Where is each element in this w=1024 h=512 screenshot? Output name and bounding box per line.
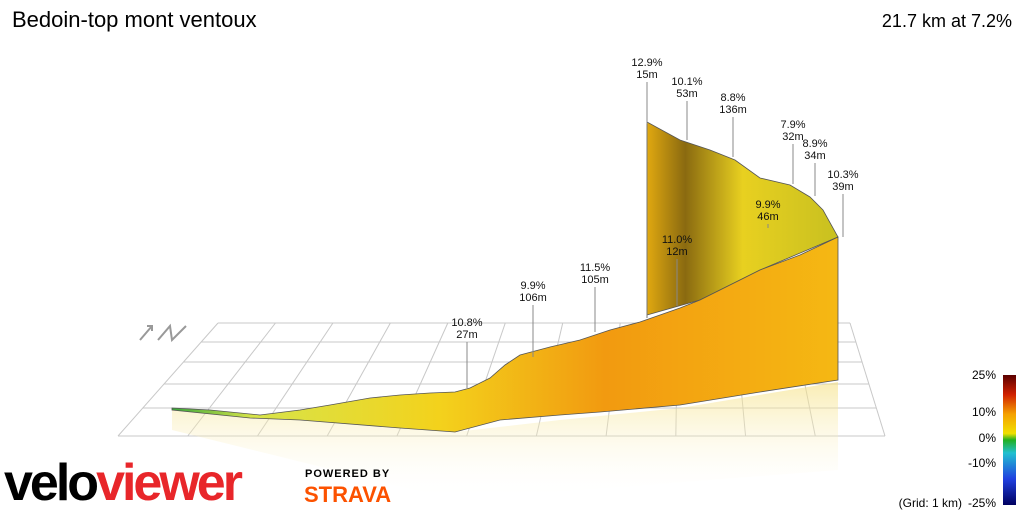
annotation-gradient: 9.9%	[520, 280, 545, 292]
color-scale	[1003, 375, 1016, 505]
annotation-gradient: 10.3%	[827, 169, 858, 181]
summary: 21.7 km at 7.2%	[882, 11, 1012, 31]
annotation-length: 39m	[832, 181, 853, 193]
grid-note: (Grid: 1 km)	[899, 496, 962, 510]
profile-face	[171, 236, 839, 433]
reflection	[172, 382, 838, 500]
annotation-gradient: 10.8%	[451, 317, 482, 329]
annotation-gradient: 7.9%	[780, 119, 805, 131]
annotation-gradient: 11.5%	[580, 262, 611, 274]
grid-line	[849, 322, 886, 437]
title: Bedoin-top mont ventoux	[12, 7, 257, 32]
annotation-length: 106m	[519, 292, 547, 304]
annotation-length: 15m	[636, 69, 657, 81]
scale-label: 0%	[979, 431, 997, 445]
annotation-gradient: 9.9%	[755, 199, 780, 211]
annotations: 10.8%27m9.9%106m11.5%105m11.0%12m12.9%15…	[451, 57, 859, 388]
compass	[139, 323, 187, 343]
scale-label: 10%	[972, 405, 996, 419]
annotation-length: 32m	[782, 131, 803, 143]
annotation-length: 12m	[666, 246, 687, 258]
powered-by: POWERED BY	[305, 468, 390, 480]
annotation-gradient: 8.8%	[720, 92, 745, 104]
annotation-length: 27m	[456, 329, 477, 341]
annotation-length: 136m	[719, 104, 747, 116]
logo: veloviewer	[4, 454, 243, 512]
annotation-length: 34m	[804, 150, 825, 162]
annotation-gradient: 11.0%	[662, 234, 693, 246]
annotation-length: 53m	[676, 88, 697, 100]
annotation-gradient: 12.9%	[631, 57, 662, 69]
scale-label: -10%	[968, 456, 996, 470]
logo-start: velo	[4, 454, 97, 512]
logo-end: viewer	[96, 454, 243, 512]
scale-label: 25%	[972, 368, 996, 382]
annotation-length: 46m	[757, 211, 778, 223]
annotation-length: 105m	[581, 274, 609, 286]
partner: STRAVA	[304, 482, 391, 507]
scale-label: -25%	[968, 496, 996, 510]
grid-line	[117, 322, 219, 437]
annotation-gradient: 10.1%	[671, 76, 702, 88]
annotation-gradient: 8.9%	[802, 138, 827, 150]
